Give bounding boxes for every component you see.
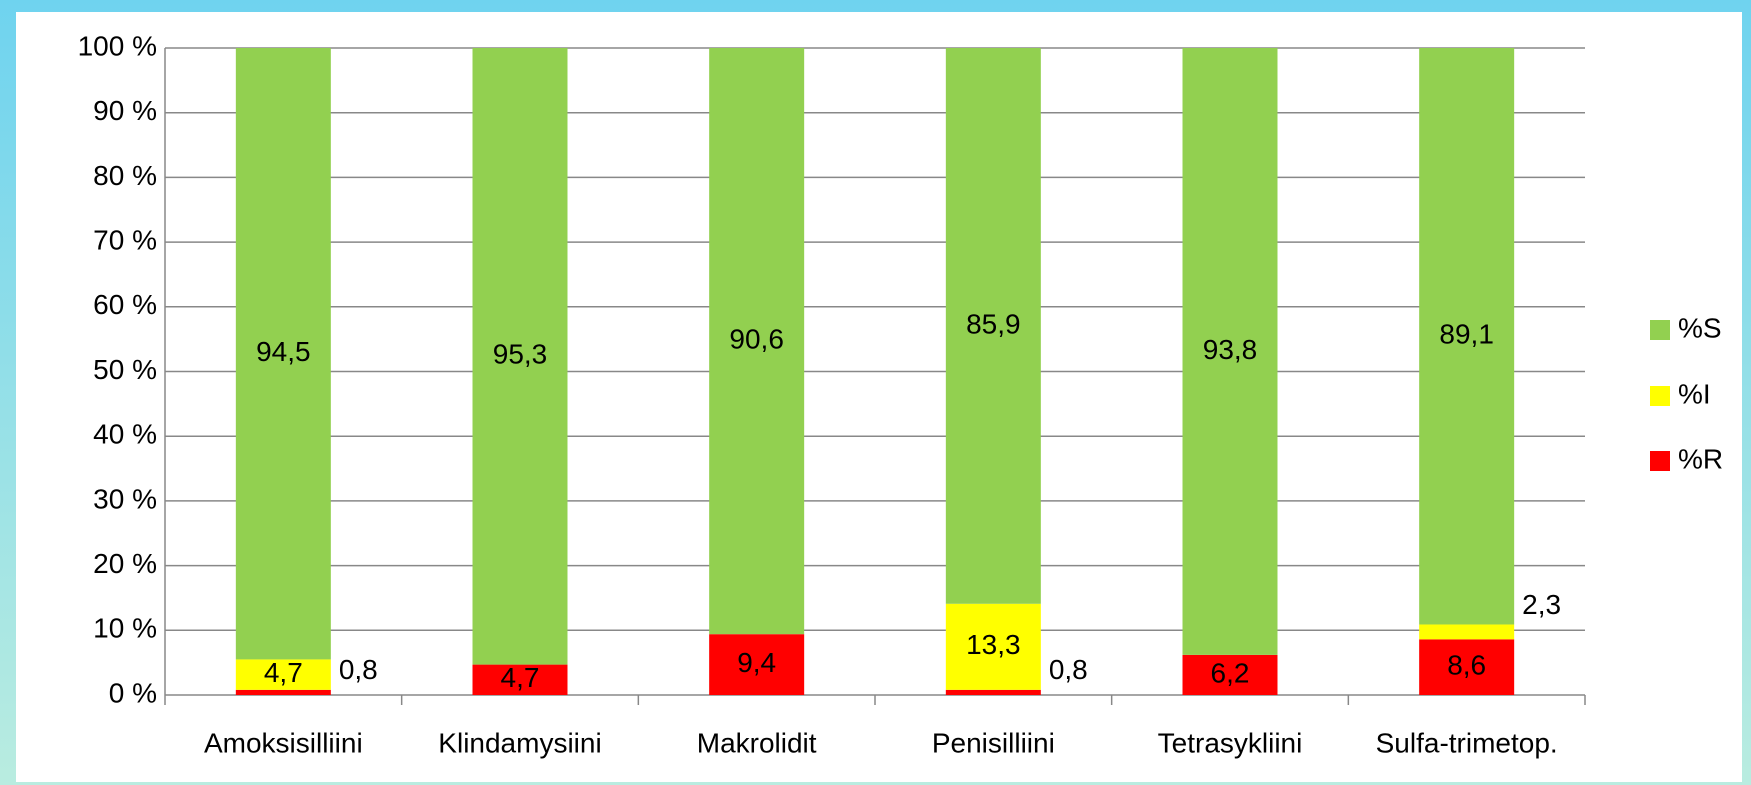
data-label: 4,7 xyxy=(501,662,540,693)
data-label: 89,1 xyxy=(1439,319,1494,350)
bar-segment xyxy=(945,689,1041,695)
y-tick-label: 0 % xyxy=(109,677,157,708)
data-label: 2,3 xyxy=(1522,589,1561,620)
data-label: 6,2 xyxy=(1211,657,1250,688)
y-tick-label: 10 % xyxy=(93,613,157,644)
data-label: 4,7 xyxy=(264,657,303,688)
legend-swatch xyxy=(1650,386,1670,406)
bar-segment xyxy=(945,48,1041,604)
data-label: 13,3 xyxy=(966,629,1021,660)
data-label: 90,6 xyxy=(729,323,784,354)
y-tick-label: 20 % xyxy=(93,548,157,579)
legend-label: %S xyxy=(1678,312,1722,343)
legend-swatch xyxy=(1650,320,1670,340)
x-tick-label: Sulfa-trimetop. xyxy=(1376,727,1558,758)
x-tick-label: Amoksisilliini xyxy=(204,727,363,758)
bar-segment xyxy=(1419,639,1515,695)
bar-segment xyxy=(1419,624,1515,640)
bar-segment xyxy=(1182,48,1278,655)
bar-segment xyxy=(235,659,331,690)
bar-segment xyxy=(709,634,805,695)
bar-segment xyxy=(472,48,568,665)
x-tick-label: Tetrasykliini xyxy=(1158,727,1303,758)
bar-segment xyxy=(709,48,805,635)
data-label: 0,8 xyxy=(1049,654,1088,685)
data-label: 9,4 xyxy=(737,647,776,678)
data-label: 85,9 xyxy=(966,308,1021,339)
legend-swatch xyxy=(1650,451,1670,471)
y-tick-label: 40 % xyxy=(93,419,157,450)
y-tick-label: 30 % xyxy=(93,483,157,514)
data-label: 8,6 xyxy=(1447,650,1486,681)
bar-segment xyxy=(235,689,331,695)
y-tick-label: 50 % xyxy=(93,354,157,385)
legend-label: %R xyxy=(1678,443,1723,474)
x-tick-label: Klindamysiini xyxy=(438,727,601,758)
x-tick-label: Makrolidit xyxy=(697,727,817,758)
data-label: 93,8 xyxy=(1203,334,1258,365)
y-tick-label: 90 % xyxy=(93,95,157,126)
legend-label: %I xyxy=(1678,378,1711,409)
x-tick-label: Penisilliini xyxy=(932,727,1055,758)
y-tick-label: 60 % xyxy=(93,289,157,320)
y-tick-label: 100 % xyxy=(78,30,157,61)
y-tick-label: 80 % xyxy=(93,160,157,191)
data-label: 0,8 xyxy=(339,654,378,685)
bar-segment xyxy=(1182,654,1278,695)
data-label: 94,5 xyxy=(256,336,311,367)
bar-segment xyxy=(235,48,331,660)
data-label: 95,3 xyxy=(493,339,548,370)
bar-segment xyxy=(1419,48,1515,625)
bar-segment xyxy=(945,603,1041,690)
bar-segment xyxy=(472,664,568,695)
y-tick-label: 70 % xyxy=(93,224,157,255)
